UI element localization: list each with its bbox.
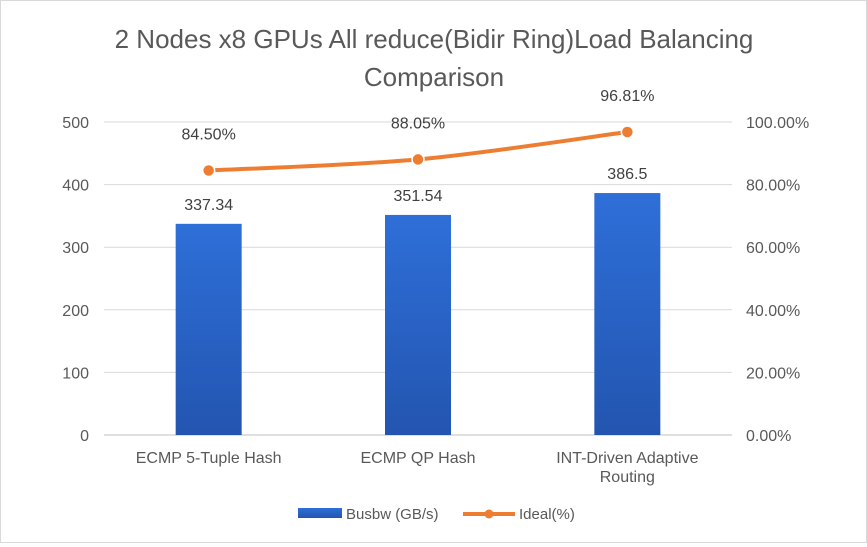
y-left-tick-label: 0 [80, 428, 89, 445]
line-value-label: 88.05% [391, 115, 445, 132]
line-value-label: 84.50% [182, 127, 236, 144]
y-right-tick-label: 20.00% [746, 365, 800, 382]
bar-value-label: 386.5 [607, 166, 647, 183]
y-right-tick-label: 80.00% [746, 178, 800, 195]
x-category-label: Routing [600, 469, 655, 486]
legend-marker-ideal [484, 509, 494, 519]
y-right-tick-label: 0.00% [746, 428, 791, 445]
y-left-tick-label: 400 [62, 178, 89, 195]
x-category-label: ECMP QP Hash [360, 450, 475, 467]
y-left-tick-label: 300 [62, 240, 89, 257]
y-right-tick-label: 100.00% [746, 115, 809, 132]
legend-swatch-busbw [298, 508, 342, 518]
x-category-label: INT-Driven Adaptive [556, 450, 698, 467]
bar-value-label: 337.34 [184, 197, 233, 214]
y-left-tick-label: 200 [62, 303, 89, 320]
line-point-ideal [620, 125, 635, 139]
y-left-tick-label: 100 [62, 365, 89, 382]
line-point-ideal [411, 152, 425, 167]
line-point-ideal [201, 163, 216, 178]
line-value-label: 96.81% [600, 88, 654, 105]
x-category-label: ECMP 5-Tuple Hash [136, 450, 282, 467]
bar-busbw [385, 214, 451, 435]
legend-label-ideal: Ideal(%) [519, 506, 575, 523]
y-right-tick-label: 40.00% [746, 303, 800, 320]
y-right-tick-label: 60.00% [746, 240, 800, 257]
chart-title: 2 Nodes x8 GPUs All reduce(Bidir Ring)Lo… [115, 24, 754, 54]
chart-title: Comparison [364, 62, 504, 92]
legend-label-busbw: Busbw (GB/s) [346, 506, 439, 523]
bar-value-label: 351.54 [394, 188, 443, 205]
bar-busbw [175, 223, 242, 435]
bar-busbw [594, 193, 661, 435]
y-left-tick-label: 500 [62, 115, 89, 132]
